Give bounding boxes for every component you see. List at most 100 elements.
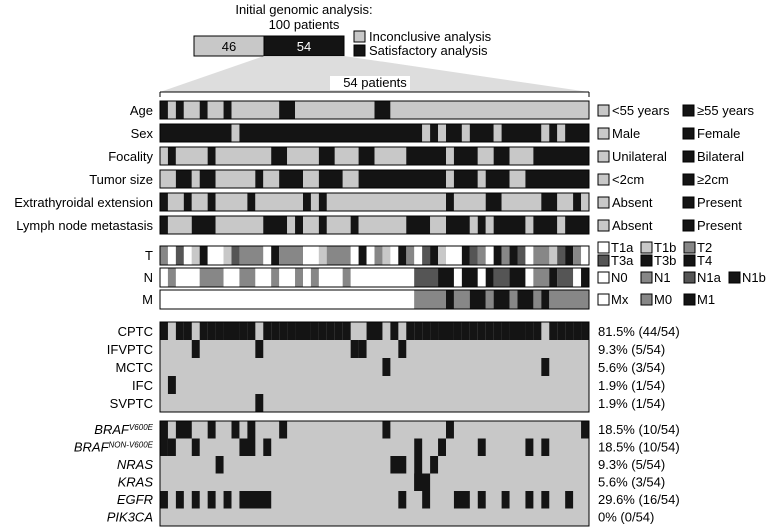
legend-swatch-inconclusive [353, 30, 366, 43]
tnm-row-2-label: M [142, 292, 153, 307]
clinical-row-3-segment [215, 170, 256, 188]
mutation-row-4-cell [422, 491, 431, 509]
clinical-row-1-segment [422, 124, 431, 142]
histology-row-0-cell [438, 322, 446, 340]
clinical-row-3-legend-swatch-0 [597, 173, 610, 186]
tnm-legend-m-text-1: M0 [654, 292, 672, 307]
mutation-row-1-cell [525, 438, 534, 456]
clinical-row-4-legend-swatch-0 [597, 196, 610, 209]
mutations-background [160, 421, 589, 526]
clinical-row-5-segment [191, 216, 216, 234]
clinical-row-4-segment [303, 193, 311, 211]
clinical-row-1-segment [541, 124, 550, 142]
tnm-row-1-segment [223, 268, 240, 287]
clinical-row-3-segment [342, 170, 359, 188]
histology-row-0-cell [366, 322, 375, 340]
histology-row-1-stat: 9.3% (5/54) [598, 342, 665, 357]
tnm-row-0-segment [207, 246, 224, 265]
tnm-row-1-segment [581, 268, 589, 287]
histology-row-0-cell [374, 322, 383, 340]
clinical-row-1-segment [565, 124, 589, 142]
histology-row-2-cell [541, 358, 550, 376]
clinical-row-4-legend-text-1: Present [697, 195, 742, 210]
mutation-row-3-stat: 5.6% (3/54) [598, 475, 665, 490]
tnm-legend-t-swatch-3 [597, 254, 610, 267]
clinical-row-5-segment [525, 216, 534, 234]
tnm-legend-t-swatch-1 [640, 241, 653, 254]
clinical-row-4-segment [318, 193, 327, 211]
tnm-row-0-segment [485, 246, 494, 265]
mutation-row-1-cell [414, 438, 423, 456]
clinical-row-5-segment [263, 216, 288, 234]
clinical-row-1-segment [438, 124, 446, 142]
tnm-row-2-segment [493, 290, 510, 309]
mutation-row-4-cell [501, 491, 510, 509]
histology-row-0-cell [334, 322, 343, 340]
expansion-fan [160, 56, 589, 92]
histology-row-1-cell [350, 340, 359, 358]
legend-satisfactory: Satisfactory analysis [369, 43, 488, 58]
tnm-row-0-cells [159, 245, 590, 266]
clinical-row-3-segment [485, 170, 510, 188]
tnm-legend-t-text-1: T1b [654, 240, 676, 255]
tnm-row-2-segment [517, 290, 534, 309]
clinical-row-5-segment [318, 216, 327, 234]
subset-label-bg [330, 76, 410, 90]
tnm-row-0-segment [390, 246, 399, 265]
tnm-legend-t-text-4: T3b [654, 253, 676, 268]
histology-row-0-cell [469, 322, 478, 340]
tnm-row-0-segment [430, 246, 439, 265]
histology-row-0-cell [525, 322, 534, 340]
histology-row-0-cell [485, 322, 494, 340]
clinical-row-2-legend-swatch-0 [597, 150, 610, 163]
mutation-row-2-stat: 9.3% (5/54) [598, 457, 665, 472]
clinical-row-4-segment [167, 193, 184, 211]
mutation-row-2-cell [215, 456, 224, 474]
clinical-row-2-segment [160, 147, 168, 165]
histology-row-0-cell [477, 322, 486, 340]
histology-row-1-cell [191, 340, 200, 358]
tnm-row-0-segment [231, 246, 240, 265]
tnm-row-0-frame [159, 245, 590, 266]
clinical-row-0-segment [295, 101, 375, 119]
mutation-row-1-cell [160, 438, 168, 456]
mutation-row-0-cell [279, 421, 288, 439]
clinical-row-1-segment [493, 124, 502, 142]
tnm-row-0-segment [303, 246, 319, 265]
histology-row-0-cell [501, 322, 510, 340]
clinical-row-1-segment [239, 124, 423, 142]
mutations-section: BRAFV600E 18.5% (10/54)BRAFNON-V600E 18.5%… [74, 420, 680, 527]
mutation-row-0-cell [247, 421, 256, 439]
clinical-row-5-segment [477, 216, 486, 234]
clinical-row-5-label: Lymph node metastasis [16, 218, 153, 233]
histology-row-0-cell [326, 322, 335, 340]
tnm-row-0-segment [565, 246, 574, 265]
histology-row-0-cell [223, 322, 232, 340]
tnm-row-1-segment [255, 268, 272, 287]
tnm-row-2-segment [541, 290, 550, 309]
histology-row-3-stat: 1.9% (1/54) [598, 378, 665, 393]
histology-row-1-cell [398, 340, 407, 358]
clinical-row-5-segment [160, 216, 168, 234]
mutation-row-4-cell [239, 491, 272, 509]
tnm-legend-m-text-0: Mx [611, 292, 629, 307]
clinical-row-4-segment [207, 193, 216, 211]
tnm-row-2-segment [160, 290, 415, 309]
clinical-row-5-segment [493, 216, 526, 234]
tnm-legend-n-swatch-2 [683, 271, 696, 284]
tnm-row-1-segment [461, 268, 478, 287]
histology-row-0-cell [581, 322, 589, 340]
tnm-row-1-label: N [144, 270, 153, 285]
tnm-section: TNM T1a T1b T2 T3a T3b T4 N0 N1 N1a N1b Mx M0 M1 [142, 240, 766, 310]
clinical-row-2-label: Focality [108, 149, 153, 164]
tnm-legend-n-text-1: N1 [654, 270, 671, 285]
clinical-row-3-segment [263, 170, 280, 188]
mutation-row-1-cell [239, 438, 256, 456]
clinical-row-4-segment [557, 193, 574, 211]
clinical-row-1-label: Sex [131, 126, 154, 141]
tnm-row-1-segment [167, 268, 176, 287]
clinical-row-5-segment [287, 216, 296, 234]
mutation-row-4-cell [175, 491, 184, 509]
histology-row-0-cell [183, 322, 192, 340]
mutation-row-1-cell [541, 438, 550, 456]
